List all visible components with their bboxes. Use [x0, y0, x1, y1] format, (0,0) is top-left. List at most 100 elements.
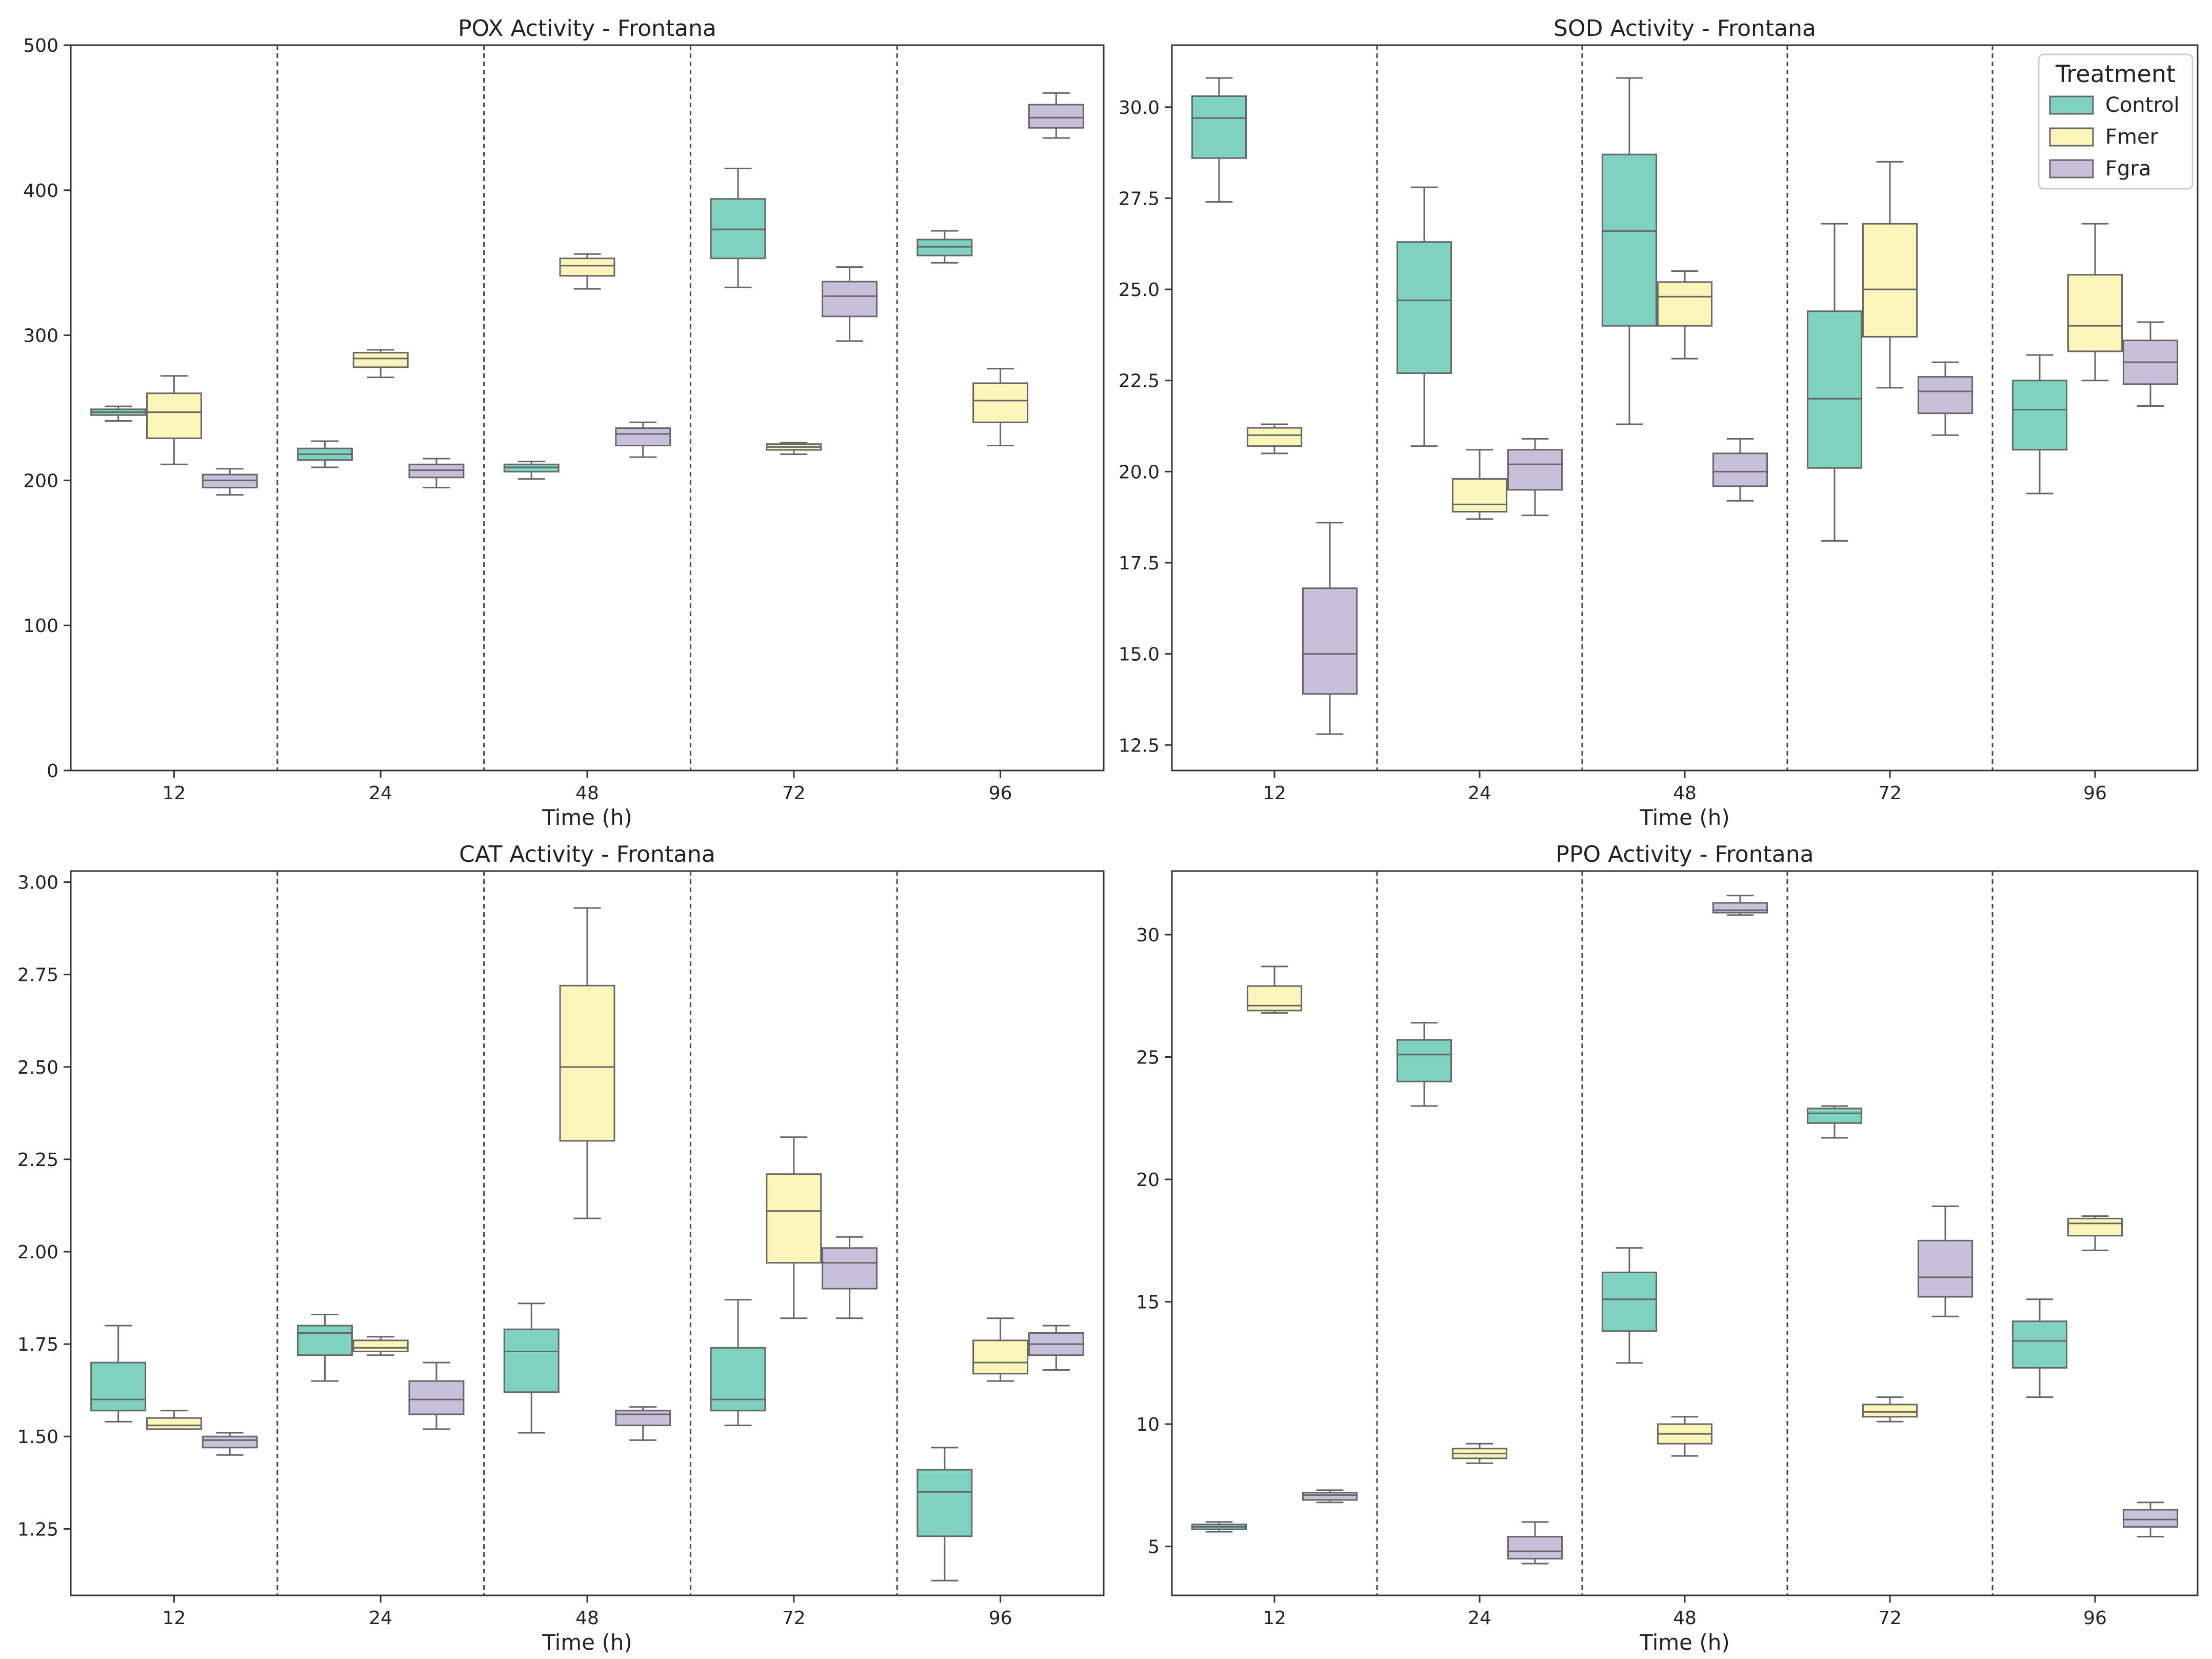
legend-frame	[2038, 53, 2194, 190]
sod-y-tick-label: 17.5	[1119, 553, 1160, 574]
ppo-box-fmer	[1862, 1396, 1918, 1423]
legend-swatch-fgra	[2049, 159, 2094, 179]
cat-box-fmer	[972, 1317, 1029, 1382]
sod-y-tick-label: 27.5	[1119, 188, 1160, 209]
pox-x-axis: 12 24 48 72 96	[162, 771, 1012, 804]
cat-box-fmer	[766, 1136, 822, 1319]
box-iqr	[1601, 1271, 1658, 1332]
pox-x-tick-label: 48	[575, 783, 599, 804]
box-iqr	[972, 1339, 1029, 1375]
ppo-box-fmer	[1657, 1416, 1713, 1457]
sod-x-tick-label: 48	[1673, 783, 1697, 804]
box-iqr	[1862, 223, 1918, 338]
box-iqr	[1302, 1492, 1358, 1501]
legend-label-fmer: Fmer	[2105, 125, 2159, 149]
pox-y-tick-label: 0	[47, 761, 58, 782]
sod-boxes	[1191, 77, 2179, 735]
sod-box-control	[1806, 223, 1863, 542]
box-iqr	[90, 1361, 147, 1412]
pox-y-tick-label: 300	[23, 326, 58, 347]
pox-box-fmer	[559, 253, 615, 290]
ppo-y-tick-label: 25	[1136, 1048, 1160, 1069]
ppo-y-tick-label: 30	[1136, 925, 1160, 946]
ppo-boxes	[1191, 895, 2179, 1565]
sod-y-axis: 12.5 15.0 17.5 20.0 22.5 25.0 27.5 30.0	[1119, 97, 1172, 756]
cat-x-tick-label: 96	[989, 1608, 1012, 1629]
cat-y-tick-label: 2.75	[17, 965, 58, 986]
ppo-box-fgra	[1302, 1489, 1358, 1504]
sod-box-control	[1191, 77, 1247, 203]
pox-x-tick-label: 96	[989, 783, 1012, 804]
box-iqr	[1028, 104, 1084, 129]
sod-box-fgra	[1917, 361, 1974, 436]
pox-box-fmer	[972, 368, 1029, 447]
box-iqr	[710, 1347, 766, 1412]
ppo-box-control	[1191, 1521, 1247, 1533]
box-iqr	[559, 984, 615, 1142]
cat-y-tick-label: 1.25	[17, 1519, 58, 1540]
ppo-x-axis-label: Time (h)	[1639, 1630, 1730, 1655]
box-iqr	[1917, 376, 1974, 414]
box-iqr	[2122, 1509, 2179, 1528]
sod-box-fgra	[2122, 321, 2179, 407]
cat-y-tick-label: 2.25	[17, 1150, 58, 1171]
ppo-box-fmer	[2067, 1215, 2123, 1251]
sod-box-fmer	[1657, 270, 1713, 360]
pox-x-tick-label: 24	[369, 783, 392, 804]
sod-title: SOD Activity - Frontana	[1553, 15, 1816, 42]
ppo-x-tick-label: 24	[1468, 1608, 1491, 1629]
box-iqr	[1507, 1536, 1563, 1559]
box-iqr	[2067, 274, 2123, 352]
cat-x-tick-label: 48	[575, 1608, 599, 1629]
cat-box-control	[503, 1302, 560, 1434]
sod-box-fmer	[1451, 449, 1508, 520]
legend-title: Treatment	[2055, 60, 2176, 88]
box-iqr	[2011, 380, 2068, 451]
pox-boxes	[90, 92, 1084, 496]
ppo-box-control	[1396, 1022, 1452, 1107]
pox-y-tick-label: 100	[23, 616, 58, 637]
pox-box-control	[916, 230, 973, 264]
cat-box-fmer	[146, 1410, 202, 1430]
sod-x-tick-label: 72	[1878, 783, 1902, 804]
pox-box-fgra	[615, 421, 671, 458]
cat-box-fgra	[1028, 1325, 1084, 1371]
box-iqr	[503, 1328, 560, 1393]
box-iqr	[146, 392, 202, 439]
ppo-box-fgra	[2122, 1502, 2179, 1538]
box-iqr	[916, 1469, 973, 1537]
ppo-panel: PPO Activity - Frontana Time (h) 5 10 15 20…	[1136, 841, 2199, 1655]
box-iqr	[1712, 452, 1768, 487]
box-iqr	[766, 1173, 822, 1264]
cat-box-fgra	[615, 1406, 671, 1441]
ppo-x-tick-label: 96	[2083, 1608, 2107, 1629]
sod-x-tick-label: 96	[2083, 783, 2107, 804]
cat-box-fmer	[559, 907, 615, 1219]
ppo-x-axis: 12 24 48 72 96	[1263, 1595, 2107, 1629]
ppo-box-fmer	[1451, 1443, 1508, 1464]
sod-y-tick-label: 15.0	[1119, 644, 1160, 665]
pox-x-tick-label: 72	[782, 783, 806, 804]
pox-box-fgra	[408, 458, 465, 489]
legend-swatch-control	[2049, 95, 2094, 115]
cat-box-fgra	[202, 1432, 258, 1456]
pox-x-tick-label: 12	[162, 783, 186, 804]
ppo-time-separators	[1376, 871, 1994, 1595]
pox-box-fmer	[146, 375, 202, 465]
ppo-title: PPO Activity - Frontana	[1556, 841, 1814, 867]
box-iqr	[202, 1435, 258, 1449]
ppo-box-fmer	[1246, 965, 1303, 1014]
pox-box-control	[710, 167, 766, 288]
box-iqr	[615, 427, 671, 447]
box-iqr	[1246, 427, 1303, 447]
cat-y-tick-label: 1.75	[17, 1334, 58, 1355]
cat-title: CAT Activity - Frontana	[459, 841, 715, 867]
pox-box-control	[503, 461, 560, 480]
ppo-box-fgra	[1712, 895, 1768, 916]
sod-time-separators	[1376, 45, 1994, 771]
box-iqr	[1862, 1404, 1918, 1418]
box-iqr	[408, 1380, 465, 1415]
box-iqr	[2067, 1217, 2123, 1237]
